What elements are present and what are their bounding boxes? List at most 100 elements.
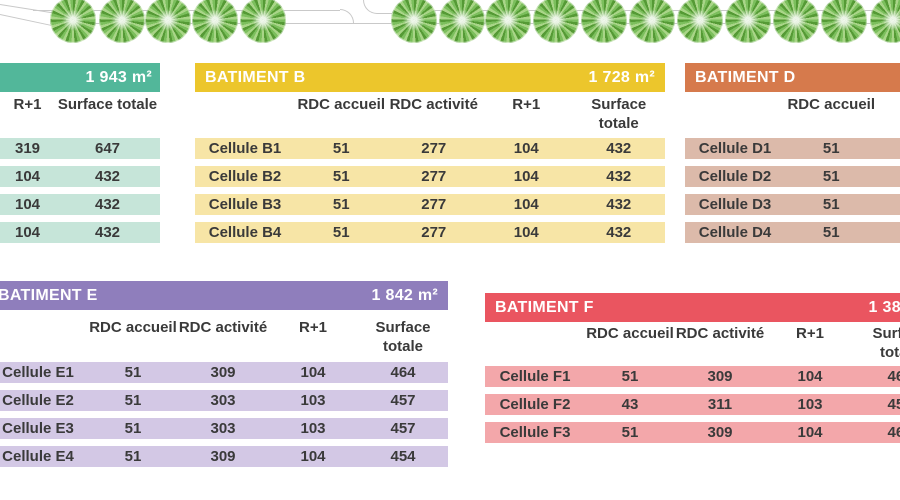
tree-icon (192, 0, 238, 43)
cell-value: 103 (797, 396, 823, 413)
cell-label: Cellule E3 (2, 420, 74, 437)
cell-value: 104 (300, 448, 326, 465)
road-line (0, 4, 56, 14)
column-header: R+1 (796, 325, 824, 342)
cell-value: 51 (124, 420, 142, 437)
table-row: 104 432 (0, 166, 160, 187)
cell-label: Cellule B1 (208, 140, 282, 157)
table-row: Cellule E4 51 309 104 454 (0, 446, 448, 467)
cell-value: 464 (887, 424, 900, 441)
cell-value: 432 (606, 224, 632, 241)
column-headers: R+1 Surface totale (0, 95, 160, 135)
table-header-bar: BATIMENT D (685, 63, 900, 92)
tree-icon (870, 0, 900, 43)
surface-total: 1 943 m² (85, 68, 152, 86)
column-header: Surface totale (591, 96, 647, 132)
road-line (0, 14, 51, 26)
tree-icon (725, 0, 771, 43)
cell-value: 309 (210, 364, 236, 381)
cell-value: 311 (707, 396, 733, 413)
cell-label: Cellule E4 (2, 448, 74, 465)
table-header-bar: 1 943 m² (0, 63, 160, 92)
cell-label: Cellule D4 (698, 224, 772, 241)
column-header: RDC accueil (586, 325, 674, 342)
cell-label: Cellule F1 (499, 368, 571, 385)
cell-label: Cellule E1 (2, 364, 74, 381)
table-row: Cellule F1 51 309 104 464 (485, 366, 900, 387)
table-row: Cellule F3 51 309 104 464 (485, 422, 900, 443)
table-batiment-e: BATIMENT E 1 842 m² RDC accueil RDC acti… (0, 281, 448, 467)
column-headers: RDC accueil RDC activité R+1 Surface tot… (0, 318, 448, 358)
cell-value: 319 (14, 140, 41, 157)
column-header: R+1 (512, 96, 541, 113)
column-header: RDC activité (675, 325, 765, 342)
cell-value: 303 (210, 392, 236, 409)
cell-value: 104 (14, 196, 41, 213)
cell-label: Cellule B4 (208, 224, 282, 241)
surface-total: 1 842 m² (371, 286, 438, 304)
column-header: RDC activité (178, 319, 268, 336)
table-row: Cellule B3 51 277 104 432 (195, 194, 665, 215)
cell-value: 51 (124, 364, 142, 381)
cell-label: Cellule B2 (208, 168, 282, 185)
cell-value: 51 (332, 168, 350, 185)
cell-value: 104 (513, 224, 539, 241)
cell-value: 432 (94, 224, 121, 241)
cell-value: 457 (390, 392, 416, 409)
cell-label: Cellule E2 (2, 392, 74, 409)
tree-icon (240, 0, 286, 43)
column-headers: RDC accueil RDC activité R+1 Surface tot… (485, 324, 900, 364)
surface-total: 1 385 m² (868, 298, 900, 316)
table-batiment-f: BATIMENT F 1 385 m² RDC accueil RDC acti… (485, 293, 900, 443)
cell-value: 464 (390, 364, 416, 381)
table-row: 104 432 (0, 222, 160, 243)
cell-label: Cellule D3 (698, 196, 772, 213)
tree-icon (533, 0, 579, 43)
column-header: R+1 (299, 319, 327, 336)
cell-value: 51 (124, 448, 142, 465)
column-headers: RDC accueil (685, 95, 900, 135)
surface-total: 1 728 m² (588, 68, 655, 86)
table-batiment-d: BATIMENT D RDC accueil Cellule D1 51 Cel… (685, 63, 900, 243)
cell-value: 464 (887, 368, 900, 385)
building-title: BATIMENT E (0, 286, 98, 304)
cell-value: 51 (332, 224, 350, 241)
table-row: Cellule F2 43 311 103 457 (485, 394, 900, 415)
cell-value: 104 (300, 364, 326, 381)
cell-value: 457 (887, 396, 900, 413)
cell-value: 104 (797, 424, 823, 441)
table-header-bar: BATIMENT B 1 728 m² (195, 63, 665, 92)
cell-value: 277 (421, 196, 447, 213)
table-row: Cellule B1 51 277 104 432 (195, 138, 665, 159)
cell-value: 104 (513, 140, 539, 157)
cell-value: 51 (822, 168, 840, 185)
cell-value: 51 (332, 196, 350, 213)
table-row: Cellule D4 51 (685, 222, 900, 243)
cell-label: Cellule F2 (499, 396, 571, 413)
cell-value: 51 (822, 140, 840, 157)
column-header: Surface totale (375, 319, 431, 355)
tree-icon (773, 0, 819, 43)
table-row: Cellule D3 51 (685, 194, 900, 215)
cell-value: 277 (421, 224, 447, 241)
table-header-bar: BATIMENT E 1 842 m² (0, 281, 448, 310)
cell-value: 104 (14, 168, 41, 185)
table-row: 104 432 (0, 194, 160, 215)
column-headers: RDC accueil RDC activité R+1 Surface tot… (195, 95, 665, 135)
cell-value: 457 (390, 420, 416, 437)
tree-icon (391, 0, 437, 43)
cell-label: Cellule D1 (698, 140, 772, 157)
table-row: Cellule D2 51 (685, 166, 900, 187)
column-header: Surface totale (57, 96, 158, 113)
cell-value: 432 (606, 168, 632, 185)
cell-value: 43 (621, 396, 639, 413)
road-line (377, 13, 400, 14)
table-row: Cellule E3 51 303 103 457 (0, 418, 448, 439)
tree-icon (99, 0, 145, 43)
tree-icon (145, 0, 191, 43)
tree-icon (50, 0, 96, 43)
road-corner (363, 0, 377, 14)
table-batiment-a: 1 943 m² R+1 Surface totale 319 647 104 … (0, 63, 160, 243)
cell-value: 104 (14, 224, 41, 241)
column-header: R+1 (13, 96, 42, 113)
